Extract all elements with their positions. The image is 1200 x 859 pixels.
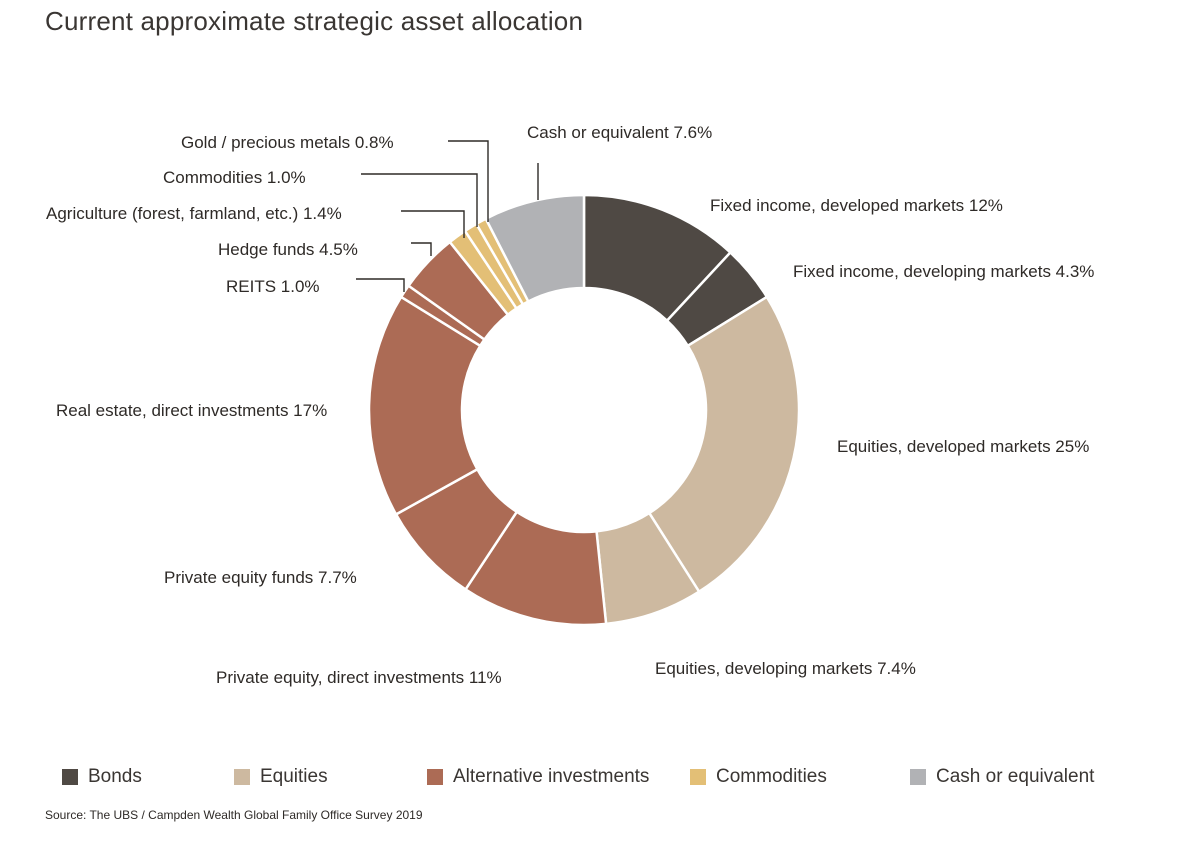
leader-line-9 xyxy=(401,210,465,238)
slice-label-3: Equities, developing markets 7.4% xyxy=(655,659,916,678)
leader-line-7 xyxy=(356,278,405,292)
slice-label-11: Gold / precious metals 0.8% xyxy=(181,133,394,152)
slice-2 xyxy=(647,295,801,594)
legend-label: Alternative investments xyxy=(453,766,650,787)
legend-item: Cash or equivalent xyxy=(910,766,1094,788)
slice-label-4: Private equity, direct investments 11% xyxy=(216,668,502,687)
legend: Bonds Equities Alternative investments Comm… xyxy=(62,766,1162,796)
slice-label-0: Fixed income, developed markets 12% xyxy=(710,196,1003,215)
legend-swatch xyxy=(234,769,250,785)
legend-item: Equities xyxy=(234,766,328,788)
legend-label: Bonds xyxy=(88,766,142,787)
slice-label-10: Commodities 1.0% xyxy=(163,168,306,187)
slice-label-9: Agriculture (forest, farmland, etc.) 1.4… xyxy=(46,204,342,223)
legend-item: Alternative investments xyxy=(427,766,649,788)
source-note: Source: The UBS / Campden Wealth Global … xyxy=(45,808,423,822)
chart-title: Current approximate strategic asset allo… xyxy=(45,6,584,36)
leader-line-11 xyxy=(448,140,489,222)
slice-label-1: Fixed income, developing markets 4.3% xyxy=(793,262,1094,281)
slice-label-8: Hedge funds 4.5% xyxy=(218,240,358,259)
legend-item: Commodities xyxy=(690,766,827,788)
legend-label: Equities xyxy=(260,766,328,787)
legend-label: Cash or equivalent xyxy=(936,766,1095,787)
leader-line-8 xyxy=(411,242,432,256)
slice-label-7: REITS 1.0% xyxy=(226,277,320,296)
legend-swatch xyxy=(62,769,78,785)
legend-swatch xyxy=(690,769,706,785)
legend-swatch xyxy=(910,769,926,785)
leader-line-10 xyxy=(361,173,478,227)
slice-label-5: Private equity funds 7.7% xyxy=(164,568,357,587)
slice-label-6: Real estate, direct investments 17% xyxy=(56,401,327,420)
slice-label-2: Equities, developed markets 25% xyxy=(837,437,1089,456)
legend-item: Bonds xyxy=(62,766,142,788)
legend-swatch xyxy=(427,769,443,785)
slice-label-12: Cash or equivalent 7.6% xyxy=(527,123,712,142)
legend-label: Commodities xyxy=(716,766,827,787)
slice-12 xyxy=(484,193,586,304)
